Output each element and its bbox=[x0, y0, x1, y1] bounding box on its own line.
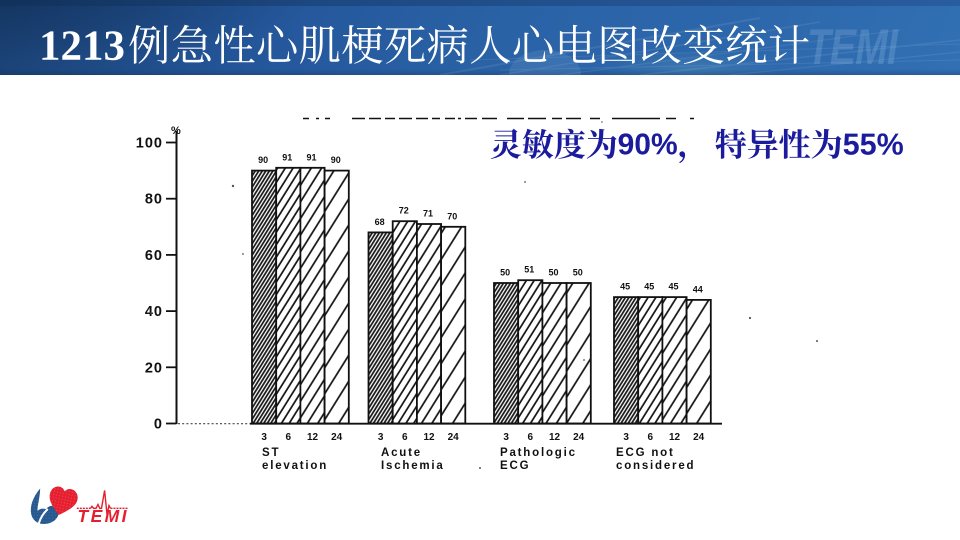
svg-text:6: 6 bbox=[648, 432, 654, 443]
svg-text:45: 45 bbox=[644, 282, 654, 292]
svg-text:12: 12 bbox=[423, 432, 435, 443]
svg-text:71: 71 bbox=[423, 209, 433, 219]
svg-text:12: 12 bbox=[307, 432, 319, 443]
svg-text:70: 70 bbox=[447, 211, 457, 221]
svg-text:3: 3 bbox=[378, 432, 384, 443]
svg-text:50: 50 bbox=[500, 268, 510, 278]
svg-text:90: 90 bbox=[331, 155, 341, 165]
svg-text:TEMI: TEMI bbox=[807, 18, 899, 75]
svg-text:12: 12 bbox=[549, 432, 561, 443]
svg-text:24: 24 bbox=[693, 432, 705, 443]
svg-text:Pathologic: Pathologic bbox=[500, 447, 577, 459]
svg-text:91: 91 bbox=[282, 152, 292, 162]
svg-text:6: 6 bbox=[286, 432, 292, 443]
svg-text:Ischemia: Ischemia bbox=[381, 460, 445, 472]
svg-text:Acute: Acute bbox=[381, 447, 422, 459]
svg-text:90: 90 bbox=[258, 155, 268, 165]
svg-text:ECG: ECG bbox=[500, 460, 530, 472]
svg-text:3: 3 bbox=[623, 432, 629, 443]
svg-text:68: 68 bbox=[375, 217, 385, 227]
svg-text:100: 100 bbox=[136, 136, 163, 152]
svg-text:24: 24 bbox=[331, 432, 343, 443]
svg-text:91: 91 bbox=[306, 152, 316, 162]
svg-text:50: 50 bbox=[548, 268, 558, 278]
svg-text:45: 45 bbox=[620, 282, 630, 292]
svg-text:elevation: elevation bbox=[262, 460, 328, 472]
svg-text:24: 24 bbox=[448, 432, 460, 443]
svg-text:6: 6 bbox=[528, 432, 534, 443]
svg-text:60: 60 bbox=[145, 248, 163, 264]
svg-text:45: 45 bbox=[668, 282, 678, 292]
svg-text:considered: considered bbox=[616, 460, 695, 472]
svg-text:TEMI: TEMI bbox=[78, 506, 129, 526]
svg-text:50: 50 bbox=[573, 268, 583, 278]
svg-text:6: 6 bbox=[402, 432, 408, 443]
svg-text:ECG not: ECG not bbox=[616, 447, 675, 459]
svg-text:44: 44 bbox=[693, 284, 703, 294]
svg-text:24: 24 bbox=[573, 432, 585, 443]
svg-text:51: 51 bbox=[524, 265, 534, 275]
svg-text:3: 3 bbox=[503, 432, 509, 443]
svg-text:0: 0 bbox=[154, 417, 163, 433]
svg-text:20: 20 bbox=[145, 360, 163, 376]
svg-text:80: 80 bbox=[145, 192, 163, 208]
svg-text:40: 40 bbox=[145, 304, 163, 320]
svg-text:72: 72 bbox=[399, 206, 409, 216]
svg-text:ST: ST bbox=[262, 447, 280, 459]
svg-text:12: 12 bbox=[669, 432, 681, 443]
svg-text:3: 3 bbox=[261, 432, 267, 443]
svg-text:%: % bbox=[171, 125, 181, 137]
